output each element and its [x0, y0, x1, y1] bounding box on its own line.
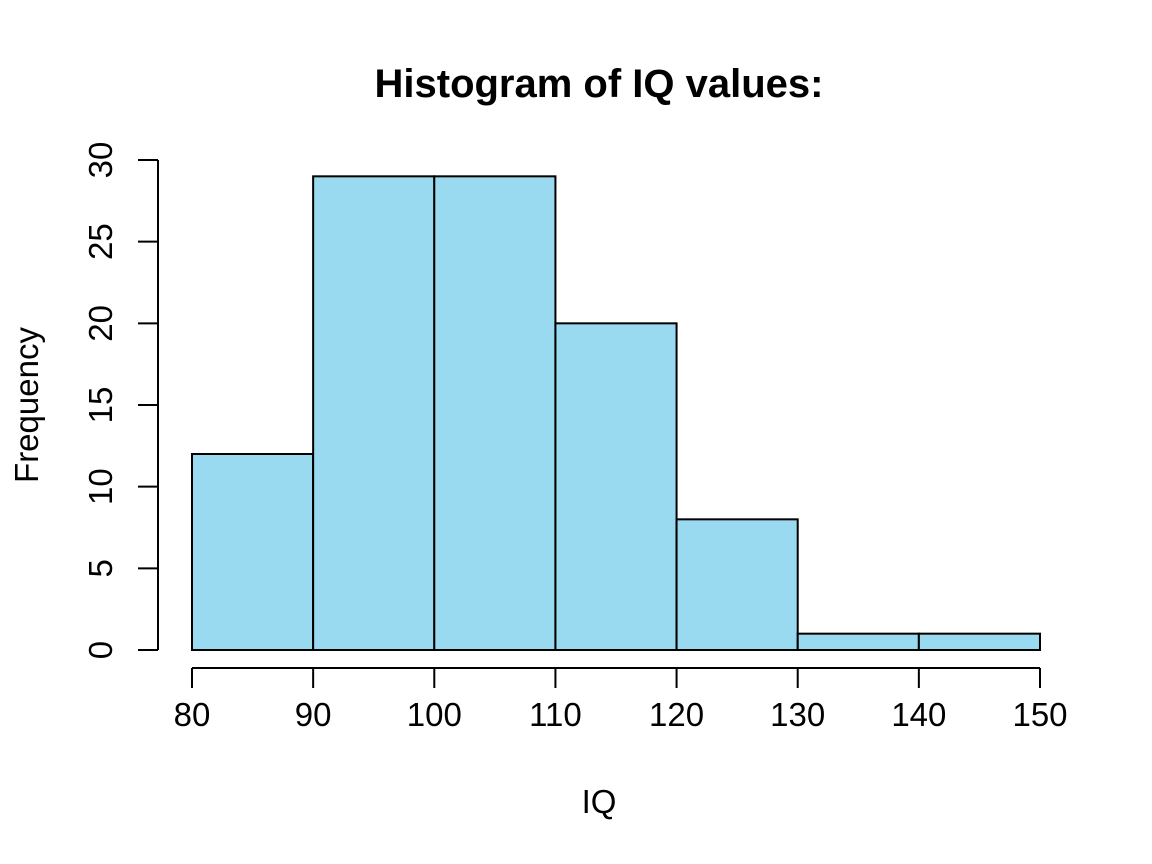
x-tick-label: 130	[770, 696, 825, 733]
chart-title: Histogram of IQ values:	[374, 62, 824, 106]
y-tick-label: 5	[82, 559, 119, 577]
x-tick-label: 100	[407, 696, 462, 733]
histogram-bar	[917, 632, 1041, 652]
y-tick-label: 10	[82, 468, 119, 505]
x-tick-label: 110	[529, 696, 582, 733]
x-tick-label: 90	[295, 696, 332, 733]
y-tick-label: 25	[82, 223, 119, 260]
x-tick-label: 80	[174, 696, 211, 733]
x-axis-label: IQ	[581, 783, 617, 820]
x-tick-label: 140	[891, 696, 946, 733]
y-tick-label: 20	[82, 305, 119, 342]
y-tick-label: 0	[82, 641, 119, 659]
histogram-bar	[312, 175, 436, 651]
histogram-bar	[675, 518, 799, 651]
histogram-bar	[433, 175, 557, 651]
y-tick-label: 15	[82, 387, 119, 424]
histogram-bar	[191, 453, 315, 651]
x-tick-label: 150	[1012, 696, 1067, 733]
x-tick-label: 120	[649, 696, 704, 733]
histogram-bar	[796, 632, 920, 652]
y-tick-label: 30	[82, 142, 119, 179]
histogram-bar	[554, 322, 678, 651]
